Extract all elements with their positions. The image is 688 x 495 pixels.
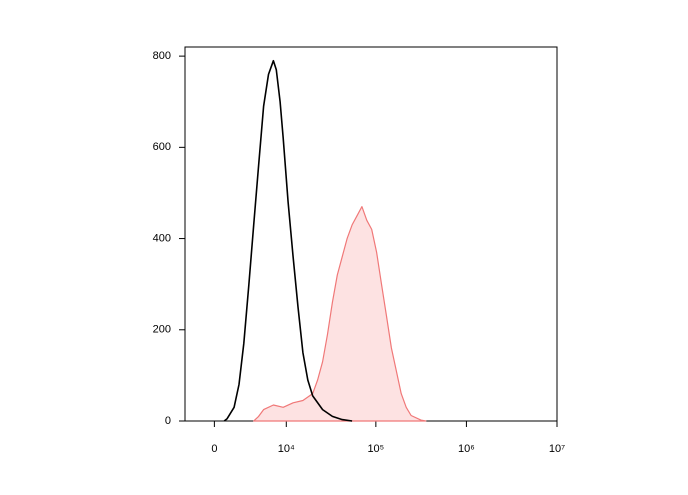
x-tick-label: 10⁴ — [278, 443, 295, 455]
y-tick-label: 400 — [153, 232, 171, 244]
x-tick-label: 10⁶ — [458, 443, 475, 455]
y-tick-label: 800 — [153, 50, 171, 62]
y-tick-label: 0 — [165, 415, 171, 427]
x-tick-label: 10⁵ — [367, 443, 384, 455]
x-tick-label: 0 — [211, 443, 217, 455]
line — [223, 59, 353, 422]
y-tick-label: 600 — [153, 141, 171, 153]
x-tick-label: 10⁷ — [549, 443, 565, 455]
area — [253, 206, 427, 422]
y-tick-label: 200 — [153, 324, 171, 336]
